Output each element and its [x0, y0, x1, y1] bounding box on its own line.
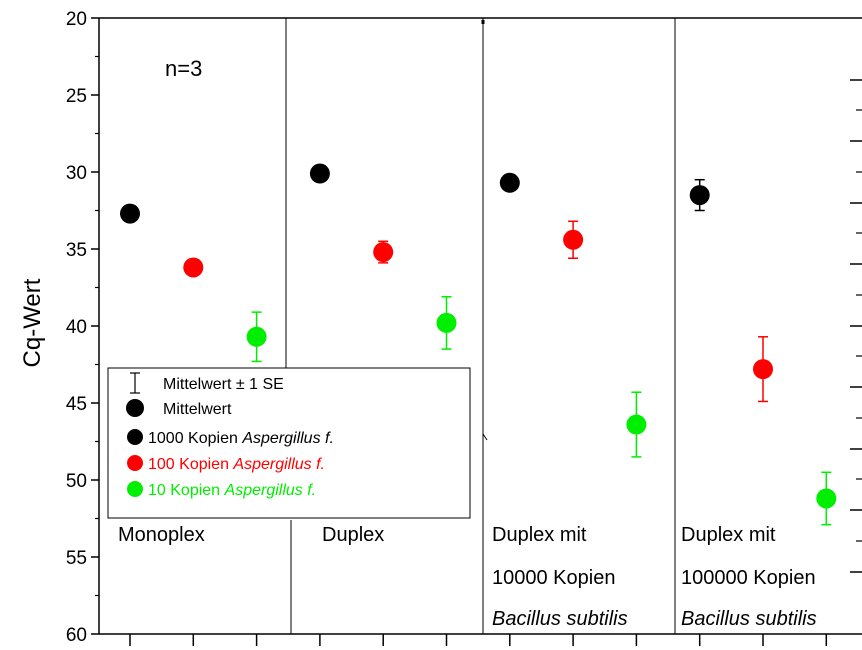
marker: [246, 326, 267, 347]
panel-label-line: Monoplex: [118, 524, 205, 546]
y-tick-label: 55: [66, 548, 87, 569]
legend-series-label: 1000 Kopien Aspergillus f.: [148, 430, 334, 447]
panel-label-italic: Bacillus subtilis: [681, 608, 817, 630]
data-point: [309, 163, 330, 184]
marker: [753, 359, 773, 380]
data-point: [753, 336, 773, 403]
legend-series-label: 100 Kopien Aspergillus f.: [148, 456, 325, 473]
y-tick-label: 35: [66, 240, 87, 261]
data-point: [373, 240, 394, 264]
y-tick-label: 45: [66, 394, 87, 415]
data-point: [689, 178, 710, 212]
panel-separators: [285, 18, 676, 634]
right-tick-marks: [850, 79, 862, 573]
y-tick-label: 60: [66, 625, 87, 646]
legend: Mittelwert ± 1 SE Mittelwert 1000 Kopien A…: [107, 367, 471, 519]
marker: [816, 488, 837, 509]
y-tick-label: 50: [66, 471, 87, 492]
legend-errorbar-label: Mittelwert ± 1 SE: [163, 376, 284, 393]
data-point: [499, 172, 520, 193]
marker: [373, 242, 394, 263]
legend-mean-marker: [126, 399, 144, 417]
data-points: [120, 163, 837, 526]
panel-label-line: Duplex mit: [492, 524, 587, 546]
sample-size-annotation: n=3: [165, 56, 202, 81]
legend-series-label: 10 Kopien Aspergillus f.: [148, 482, 316, 499]
legend-mean-label: Mittelwert: [163, 401, 232, 418]
panel-labels: Monoplex Duplex Duplex mit 10000 Kopien Baci…: [118, 524, 817, 630]
legend-series-marker: [127, 429, 143, 445]
legend-series-marker: [127, 481, 143, 497]
panel-label-line: Duplex: [322, 524, 384, 546]
data-point: [183, 257, 204, 278]
y-axis: 20 25 30 35 40 45 50 55 60: [66, 9, 99, 646]
panel-label-italic: Bacillus subtilis: [492, 608, 628, 630]
separator-mark: [482, 433, 488, 441]
data-point: [436, 295, 457, 350]
y-tick-label: 20: [66, 9, 87, 30]
panel-label-line: Duplex mit: [681, 524, 776, 546]
y-tick-label: 40: [66, 317, 87, 338]
marker: [436, 312, 457, 333]
marker: [183, 257, 204, 278]
marker: [563, 229, 584, 250]
marker: [626, 414, 647, 435]
y-axis-label: Cq-Wert: [19, 278, 46, 367]
y-tick-label: 30: [66, 163, 87, 184]
data-point: [246, 311, 267, 363]
legend-series-marker: [127, 455, 143, 471]
marker: [309, 163, 330, 184]
data-point: [626, 391, 647, 458]
x-axis-ticks: [129, 634, 828, 646]
marker: [499, 172, 520, 193]
legend-box: [107, 367, 471, 519]
data-point: [816, 471, 837, 526]
marker: [120, 203, 140, 224]
panel-label-line: 10000 Kopien: [492, 567, 615, 589]
y-tick-label: 25: [66, 86, 87, 107]
marker: [689, 185, 710, 206]
panel-label-line: 100000 Kopien: [681, 567, 816, 589]
data-point: [120, 203, 140, 224]
data-point: [563, 220, 584, 259]
